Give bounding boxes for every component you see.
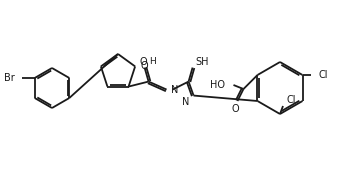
Text: Cl: Cl [287,95,296,105]
Text: HO: HO [211,80,225,90]
Text: Cl: Cl [319,70,328,80]
Text: N: N [170,85,178,95]
Text: SH: SH [196,57,209,67]
Text: H: H [150,57,156,66]
Text: Br: Br [4,73,15,83]
Text: O: O [140,61,148,71]
Text: O: O [232,104,239,114]
Text: O: O [140,57,147,67]
Text: N: N [182,96,190,107]
